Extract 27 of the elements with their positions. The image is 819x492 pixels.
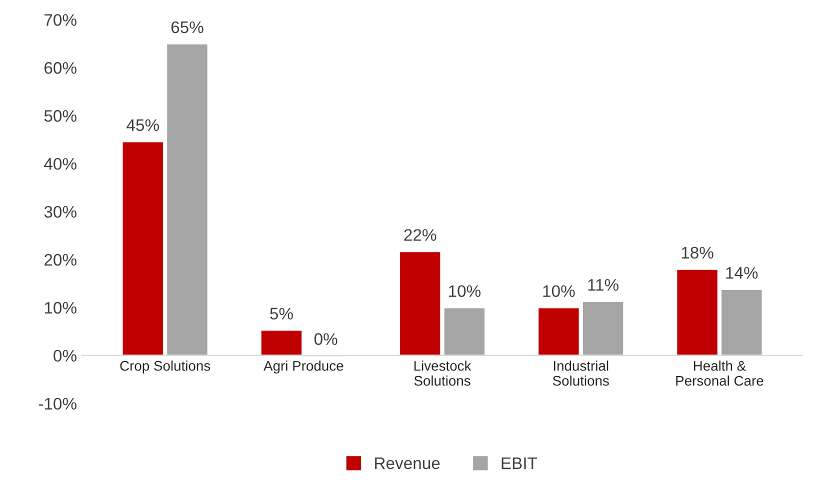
y-tick-label: 50% (44, 110, 76, 122)
x-tick-label: Crop Solutions (120, 360, 210, 374)
y-tick-label: 40% (44, 158, 76, 170)
y-tick-label: 60% (44, 62, 76, 74)
data-label: 5% (270, 308, 293, 320)
y-tick-label: 70% (44, 14, 76, 26)
y-tick-label: 30% (44, 206, 76, 218)
x-tick-label: Agri Produce (264, 360, 344, 374)
bar (260, 329, 303, 356)
data-label: 65% (171, 21, 204, 34)
data-label: 0% (314, 333, 338, 345)
x-tick-label: Health & Personal Care (676, 360, 764, 386)
y-tick-label: 10% (44, 302, 76, 314)
data-label: 18% (682, 246, 714, 259)
data-label: 10% (449, 285, 481, 298)
y-tick-label: 20% (44, 254, 76, 266)
data-label: 45% (126, 119, 159, 132)
data-label: 14% (726, 267, 758, 279)
data-label: 10% (543, 285, 575, 298)
x-tick-label: Industrial Solutions (552, 360, 609, 386)
y-tick-label: -10% (38, 398, 76, 410)
legend-label: EBIT (502, 458, 538, 469)
x-tick-label: Livestock Solutions (414, 360, 472, 386)
legend-label: Revenue (375, 458, 440, 470)
data-label: 11% (588, 279, 619, 291)
data-label: 22% (404, 229, 436, 241)
y-tick-label: 0% (54, 350, 76, 362)
